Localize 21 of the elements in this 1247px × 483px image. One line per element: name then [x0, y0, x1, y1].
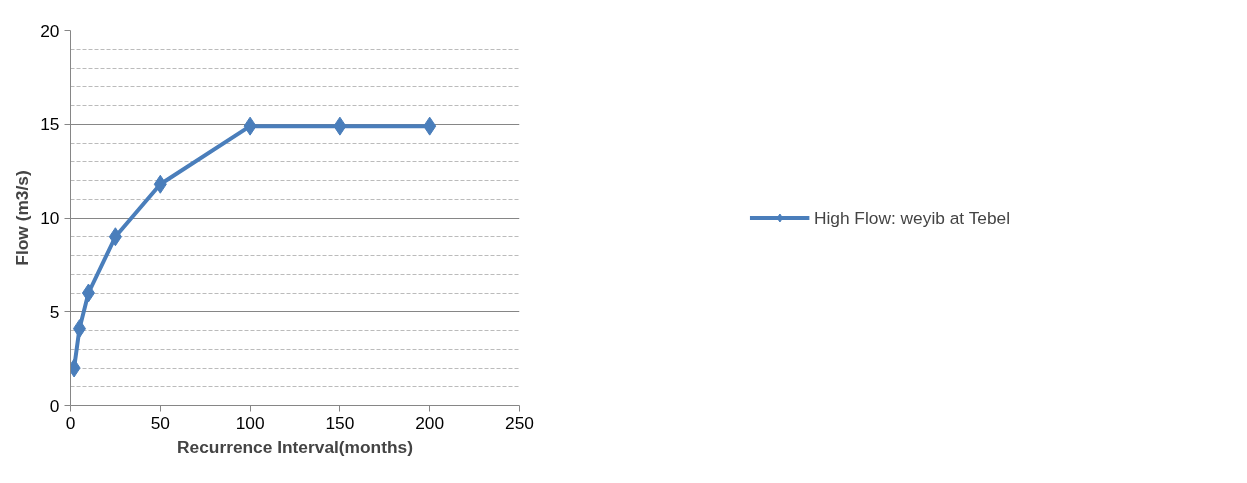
x-tick-label: 250	[505, 412, 534, 433]
y-axis-title: Flow (m3/s)	[12, 170, 33, 266]
x-tick-label: 200	[415, 412, 445, 433]
x-tick-label: 50	[150, 412, 170, 433]
point	[81, 283, 95, 303]
point	[72, 319, 86, 339]
point	[153, 174, 167, 194]
y-tick-label: 10	[40, 208, 60, 228]
y-tick-label: 15	[40, 114, 60, 135]
x-axis-title: Recurrence Interval(months)	[177, 436, 413, 457]
legend-label: High Flow: weyib at Tebel	[813, 207, 1011, 228]
point	[108, 227, 122, 247]
x-tick-label: 150	[325, 412, 355, 433]
x-tick-label: 0	[65, 412, 76, 433]
y-tick-label: 0	[49, 395, 60, 416]
y-tick-label: 20	[40, 20, 60, 41]
point	[423, 116, 437, 136]
y-tick-label: 5	[49, 301, 60, 322]
point	[333, 116, 347, 136]
point	[243, 116, 257, 136]
x-tick-label: 100	[235, 412, 265, 433]
